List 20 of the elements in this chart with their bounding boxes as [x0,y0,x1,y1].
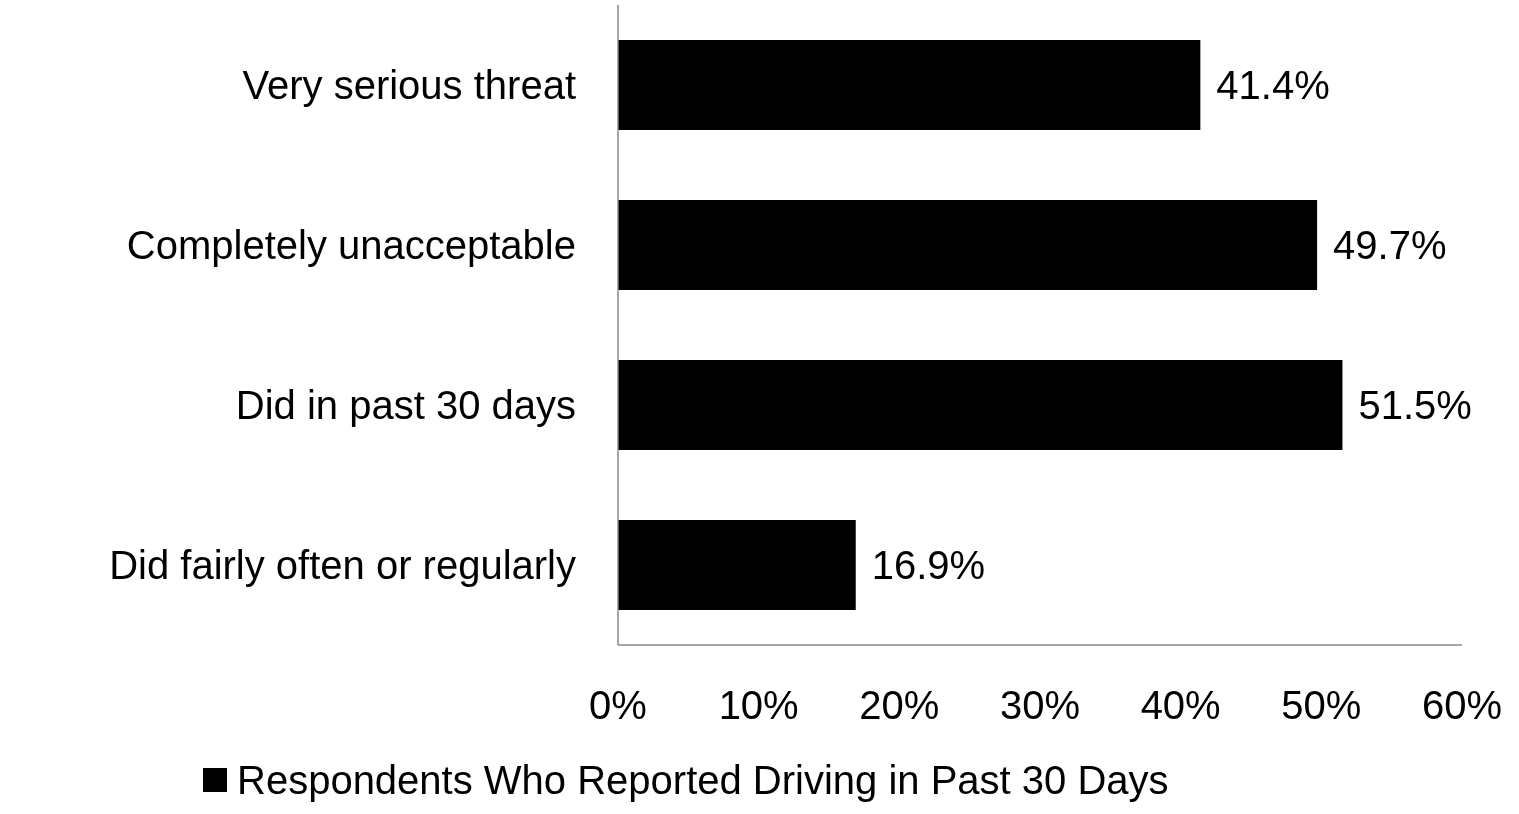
y-tick-label: Did in past 30 days [235,383,576,427]
x-tick-label: 0% [589,683,647,727]
legend-label: Respondents Who Reported Driving in Past 30 Days [237,758,1169,802]
x-tick-label: 50% [1281,683,1362,727]
x-tick-label: 20% [859,683,940,727]
bar [618,200,1318,290]
x-tick-label: 10% [718,683,799,727]
y-tick-label: Did fairly often or regularly [109,543,576,587]
data-label: 41.4% [1216,63,1330,107]
data-label: 51.5% [1358,383,1472,427]
bar [618,40,1201,130]
x-tick-label: 30% [999,683,1081,727]
bar [618,520,856,610]
x-tick-label: 40% [1140,683,1221,727]
data-label: 16.9% [871,543,986,587]
y-tick-label: Completely unacceptable [126,223,576,267]
data-label: 49.7% [1333,223,1447,267]
bar [618,360,1343,450]
x-tick-label: 60% [1421,683,1503,727]
y-tick-label: Very serious threat [242,63,576,107]
